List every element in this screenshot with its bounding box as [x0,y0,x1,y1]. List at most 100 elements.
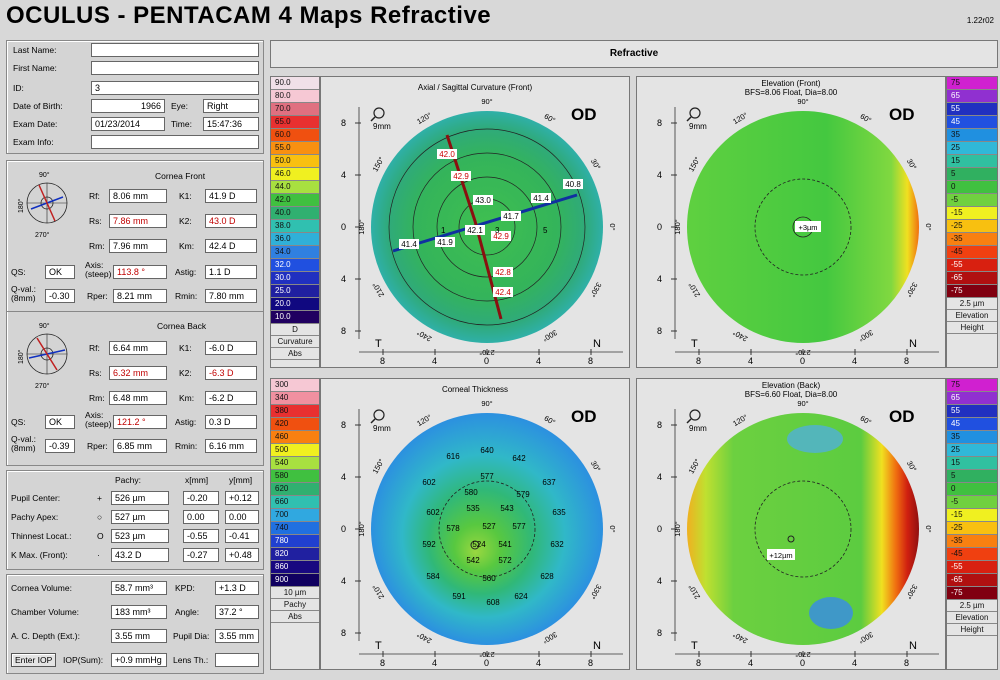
back-k1-field: -6.0 D [205,341,257,355]
front-rm-field: 7.96 mm [109,239,167,253]
exam-date-field[interactable]: 01/23/2014 [91,117,165,131]
pachy-row-label: Pupil Center: [11,493,61,503]
degree-label: 210° [687,281,703,299]
thickness-value: 632 [550,540,564,549]
scale-entry: 340 [271,392,319,405]
degree-label: 120° [731,413,749,429]
y-tick-label: 8 [341,628,346,638]
k-value-box [451,171,471,181]
eye-field[interactable]: Right [203,99,259,113]
elevation-front-map[interactable]: Elevation (Front) BFS=8.06 Float, Dia=8.… [636,76,946,368]
elev-back-title: Elevation (Back) [761,381,821,390]
y-tick-label: 8 [341,326,346,336]
k-value-box [435,237,455,247]
lens-th-label: Lens Th.: [173,655,209,665]
od-label: OD [889,105,915,124]
front-km-label: Km: [179,241,195,251]
refractive-header[interactable]: Refractive [270,40,998,68]
pachy-row-y: -0.41 [225,529,259,543]
iop-label: IOP(Sum): [63,655,104,665]
first-name-label: First Name: [13,63,57,73]
back-rmin-label: Rmin: [175,441,198,451]
back-axis-field: 121.2 ° [113,415,167,429]
y-header: y[mm] [229,475,253,485]
last-name-field[interactable] [91,43,259,57]
back-rs-label: Rs: [89,368,102,378]
dob-field[interactable]: 1966 [91,99,165,113]
scale-unit: 2.5 µm [947,600,997,612]
pachy-row-x: -0.27 [183,548,219,562]
temporal-label: T [691,338,698,350]
front-qval-field: -0.30 [45,289,75,303]
scale-entry: 20.0 [271,298,319,311]
k-value-label: 41.4 [401,240,417,249]
k-value-label: 42.4 [495,288,511,297]
id-field[interactable]: 3 [91,81,259,95]
scale-foot2: Abs [271,611,319,623]
x-tick-label: 8 [380,356,385,366]
degree-label: 60° [543,414,557,427]
x-tick-label: 4 [536,356,541,366]
y-tick-label: 4 [657,274,662,284]
degree-label: 120° [415,413,433,429]
back-qs-field: OK [45,415,75,429]
od-label: OD [571,105,597,124]
axial-map-title: Axial / Sagittal Curvature (Front) [417,83,533,92]
thickness-value: 572 [498,556,512,565]
back-k2-label: K2: [179,368,192,378]
front-rm-label: Rm: [89,241,105,251]
pachy-row-label: Thinnest Locat.: [11,531,72,541]
scale-entry: 80.0 [271,90,319,103]
k-value-box [473,195,493,205]
pachy-row-x: -0.55 [183,529,219,543]
x-tick-label: 8 [380,658,385,668]
x-tick-label: 0 [800,658,805,668]
degree-label: 300° [857,328,875,344]
back-rf-field: 6.64 mm [109,341,167,355]
x-tick-label: 8 [696,356,701,366]
back-rm-field: 6.48 mm [109,391,167,405]
thickness-value: 524 [472,540,486,549]
scale-entry: 900 [271,574,319,587]
degree-label: 210° [371,281,387,299]
back-angle-bottom: 270° [35,382,50,390]
degree-label: 330° [904,281,920,299]
dob-label: Date of Birth: [13,101,63,111]
scale-entry: -35 [947,535,997,548]
scale-entry: 40.0 [271,207,319,220]
k-value-label: 42.9 [453,172,469,181]
front-rs-label: Rs: [89,216,102,226]
front-rs-field: 7.86 mm [109,214,167,228]
cornea-volume-label: Cornea Volume: [11,583,72,593]
k-value-label: 42.1 [467,226,483,235]
zoom-icon [689,409,701,421]
enter-iop-button[interactable]: Enter IOP [11,653,57,667]
back-axis-label: Axis: (steep) [85,410,112,429]
zone-ring [754,480,852,578]
scale-entry: 44.0 [271,181,319,194]
corneal-thickness-map[interactable]: Corneal Thickness OD 640 616 642 602 577 637 5… [320,378,630,670]
time-field[interactable]: 15:47:36 [203,117,259,131]
pachy-row-value: 43.2 D [111,548,169,562]
first-name-field[interactable] [91,61,259,75]
scale-entry: -65 [947,574,997,587]
elevation-back-map[interactable]: Elevation (Back) BFS=6.60 Float, Dia=8.0… [636,378,946,670]
point-value-box [795,221,821,232]
point-value: +12µm [769,551,792,560]
degree-label: 90° [481,97,492,106]
lens-th-field[interactable] [215,653,259,667]
y-tick-label: 4 [341,472,346,482]
axial-curvature-map[interactable]: Axial / Sagittal Curvature (Front) OD 42… [320,76,630,368]
scale-entry: 45 [947,418,997,431]
x-tick-label: 0 [484,658,489,668]
front-k2-label: K2: [179,216,192,226]
scale-entry: 15 [947,155,997,168]
scale-entry: -25 [947,522,997,535]
exam-info-field[interactable] [91,135,259,149]
scale-entry: 580 [271,470,319,483]
k-value-box [493,267,513,277]
scale-entry: 35 [947,129,997,142]
elevation-back-color-scale: 75 65 55 45 35 25 15 5 0 -5 -15 -25 -35 -45 -55 -65 -75 2… [946,378,998,670]
scale-entry: 15 [947,457,997,470]
scale-entry: -15 [947,509,997,522]
